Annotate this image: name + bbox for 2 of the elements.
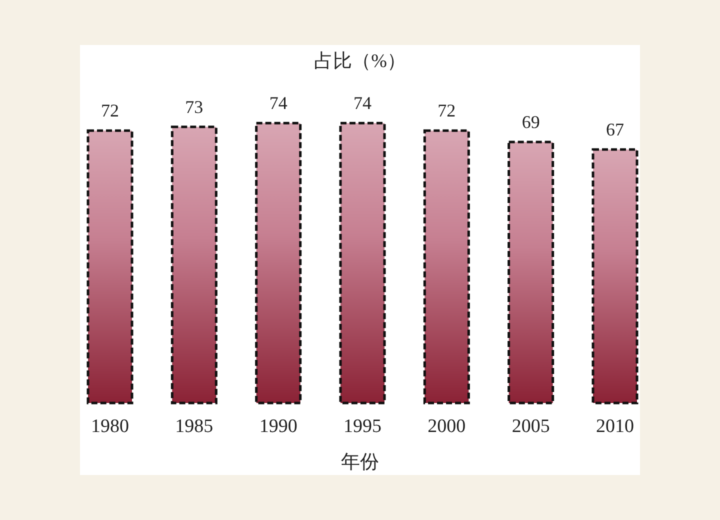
xlabel: 年份 — [341, 452, 379, 473]
title: 占比（%） — [314, 51, 406, 72]
